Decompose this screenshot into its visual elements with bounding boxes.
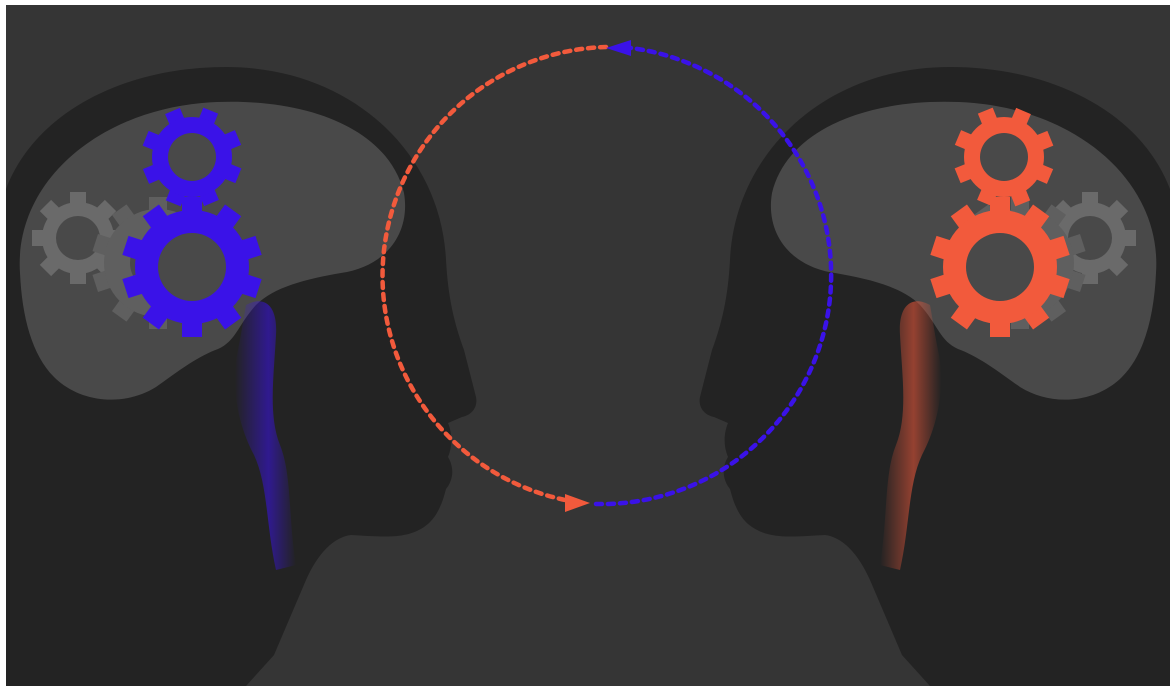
circular-dashed-arrows-icon — [380, 40, 834, 512]
gear-icon — [954, 107, 1054, 207]
dashed-arc-orange — [380, 44, 609, 505]
arrow-left-icon — [606, 40, 631, 56]
arrow-right-icon — [565, 494, 590, 512]
right-head — [699, 67, 1170, 686]
two-heads-communication-illustration — [6, 5, 1170, 686]
left-head — [6, 67, 477, 686]
face-glow — [880, 301, 942, 570]
dashed-arc-blue — [593, 44, 834, 507]
face-glow — [234, 301, 296, 570]
gear-icon — [122, 197, 262, 337]
gear-icon — [142, 107, 242, 207]
gear-icon — [930, 197, 1070, 337]
